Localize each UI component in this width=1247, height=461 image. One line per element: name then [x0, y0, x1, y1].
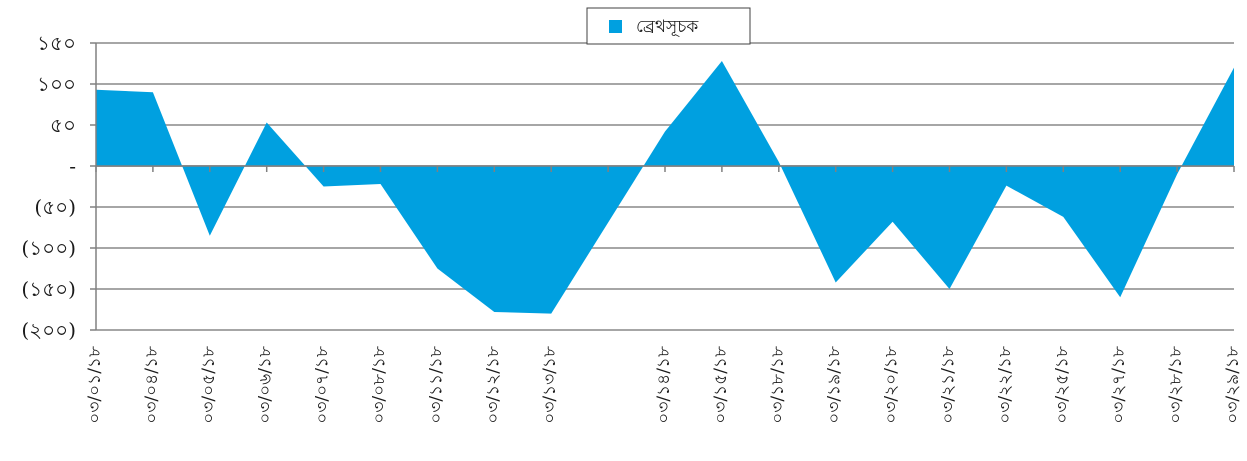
- x-tick-label-1: ০৩/০৪/১৮: [142, 346, 162, 424]
- x-tick-label-10: ০৩/১৪/১৮: [654, 346, 674, 424]
- y-tick-label-0: ১৫০: [37, 31, 76, 55]
- x-tick-label-6: ০৩/১১/১৮: [426, 346, 446, 424]
- axes: [90, 42, 1235, 331]
- x-tick-label-11: ০৩/১৫/১৮: [711, 346, 731, 424]
- x-tick-label-12: ০৩/১৮/১৮: [768, 346, 788, 424]
- x-tick-label-19: ০৩/২৮/১৮: [1166, 346, 1186, 424]
- x-tick-label-15: ০৩/২১/১৮: [939, 346, 959, 424]
- x-tick-label-5: ০৩/০৮/১৮: [370, 346, 390, 424]
- x-tick-label-13: ০৩/১৯/১৮: [825, 346, 845, 424]
- x-tick-label-16: ০৩/২২/১৮: [995, 346, 1015, 424]
- x-tick-label-0: ০৩/০১/১৮: [85, 346, 105, 424]
- x-tick-label-18: ০৩/২৭/১৮: [1109, 346, 1129, 424]
- x-tick-label-14: ০৩/২০/১৮: [882, 346, 902, 424]
- x-tick-label-20: ০৩/২৯/১৮: [1223, 346, 1243, 424]
- x-tick-labels: ০৩/০১/১৮ ০৩/০৪/১৮ ০৩/০৫/১৮ ০৩/০৬/১৮ ০৩/০৭/১৮…: [85, 346, 1243, 424]
- x-tick-label-17: ০৩/২৫/১৮: [1052, 346, 1072, 424]
- series-area-group: [96, 61, 1234, 314]
- y-tick-label-3: -: [69, 154, 76, 178]
- x-tick-label-7: ০৩/১২/১৮: [483, 346, 503, 424]
- y-tick-label-7: (২০০): [21, 318, 76, 342]
- legend-label: ব্রেথসূচক: [636, 17, 699, 37]
- legend-swatch: [609, 20, 622, 33]
- series-area: [96, 61, 1234, 314]
- legend: ব্রেথসূচক: [586, 7, 751, 45]
- y-tick-label-1: ১০০: [37, 72, 76, 96]
- y-tick-label-6: (১৫০): [21, 277, 76, 301]
- y-tick-label-2: ৫০: [50, 113, 76, 137]
- y-tick-labels: ১৫০ ১০০ ৫০ - (৫০) (১০০) (১৫০) (২০০): [21, 31, 76, 342]
- x-tick-label-2: ০৩/০৫/১৮: [199, 346, 219, 424]
- y-tick-label-4: (৫০): [34, 195, 76, 219]
- y-tick-label-5: (১০০): [21, 236, 76, 260]
- x-tick-label-4: ০৩/০৭/১৮: [313, 346, 333, 424]
- x-tick-label-8: ০৩/১৩/১৮: [540, 346, 560, 424]
- x-tick-label-3: ০৩/০৬/১৮: [256, 346, 276, 424]
